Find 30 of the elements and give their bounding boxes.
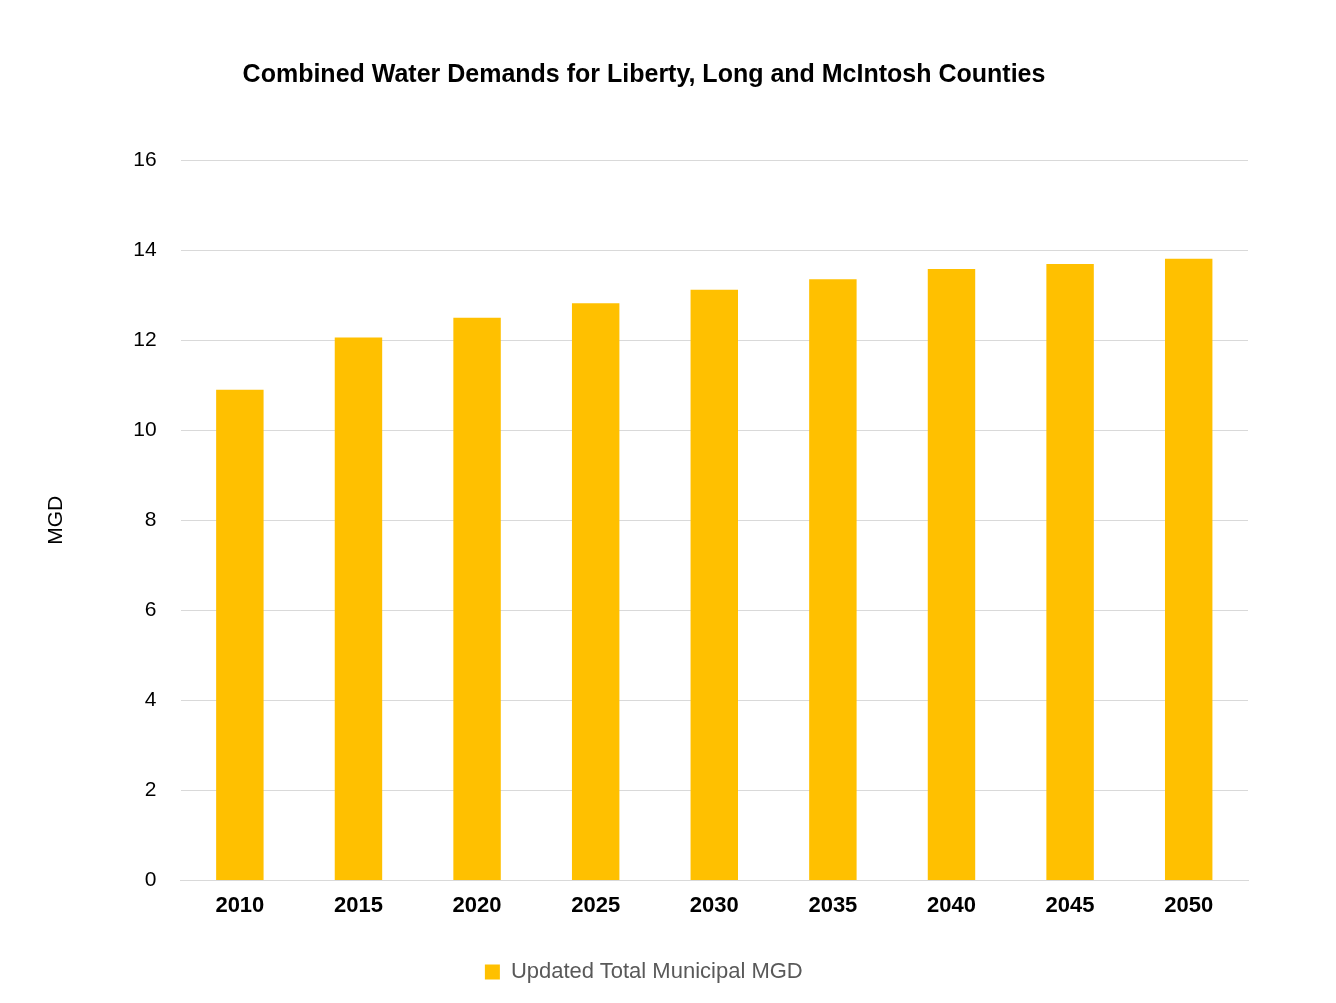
bar — [1164, 258, 1213, 881]
y-tick-label: 8 — [144, 507, 157, 531]
y-tick-label: 10 — [133, 417, 157, 441]
bar — [690, 289, 738, 881]
bar — [453, 317, 501, 881]
y-tick-label: 0 — [144, 867, 157, 891]
chart-title: Combined Water Demands for Liberty, Long and McIntosh Counties — [242, 58, 1046, 87]
bar — [216, 389, 264, 881]
y-axis-title: MGD — [43, 495, 67, 545]
y-tick-label: 16 — [133, 146, 157, 170]
x-tick-label: 2045 — [1045, 891, 1095, 917]
x-tick-label: 2025 — [571, 891, 621, 917]
x-tick-label: 2015 — [333, 891, 383, 917]
x-tick-label: 2020 — [452, 891, 502, 917]
bar — [1046, 264, 1094, 881]
x-tick-label: 2010 — [215, 891, 265, 917]
bar — [809, 279, 857, 881]
x-tick-label: 2030 — [689, 891, 739, 917]
x-tick-label: 2035 — [808, 891, 858, 917]
bar — [571, 303, 620, 881]
bar — [334, 337, 383, 881]
y-tick-label: 2 — [144, 777, 157, 801]
y-tick-label: 4 — [144, 687, 157, 711]
bar — [927, 268, 976, 881]
legend-label: Updated Total Municipal MGD — [510, 958, 803, 984]
y-tick-label: 12 — [133, 326, 157, 350]
x-tick-label: 2040 — [927, 891, 976, 917]
y-tick-label: 6 — [144, 597, 157, 621]
x-tick-label: 2050 — [1164, 891, 1214, 917]
y-tick-label: 14 — [133, 236, 157, 260]
